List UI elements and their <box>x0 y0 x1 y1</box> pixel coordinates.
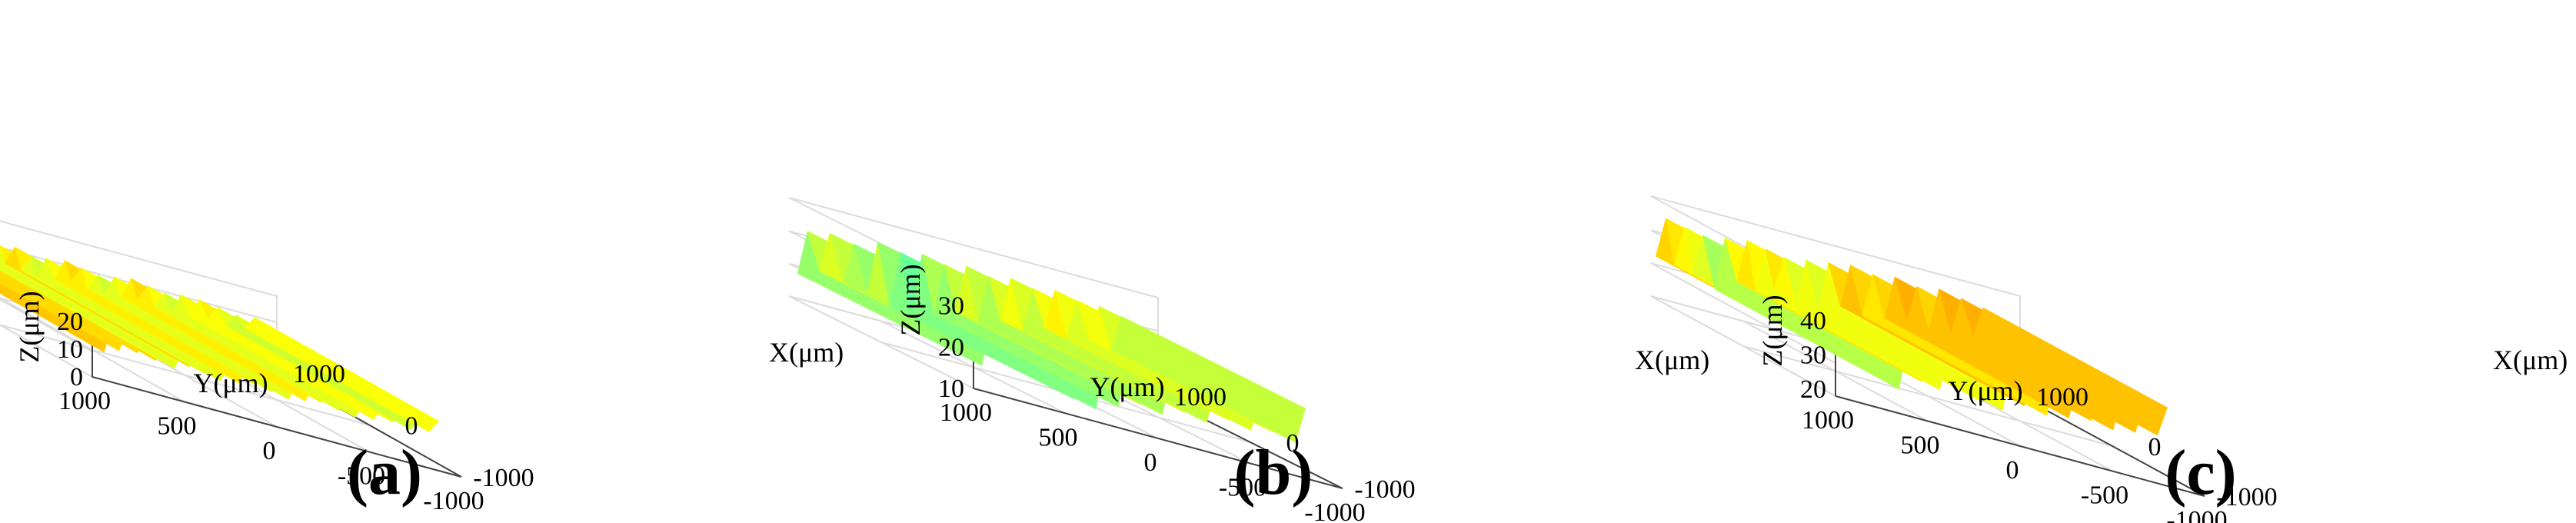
surface-strip-a <box>245 317 440 432</box>
y-tick-label: -1000 <box>423 487 484 515</box>
x-tick-label: 0 <box>2148 433 2162 461</box>
y-axis-line-c <box>1835 395 2205 497</box>
panel-b: 1000 500 0 -500 -1000 1000 0 -1000 30 20 10 X(μm) Y(… <box>788 0 1716 523</box>
y-tick-label: 0 <box>263 437 276 465</box>
z-axis-label-b: Z(μm) <box>895 264 926 335</box>
surface-c <box>1656 218 2168 436</box>
z-tick-label: 20 <box>938 333 964 361</box>
z-tick-label: 10 <box>57 335 83 364</box>
x-tick-label: 0 <box>1286 429 1300 458</box>
y-tick-label: 500 <box>1039 424 1078 452</box>
x-tick-label: -1000 <box>2216 483 2277 511</box>
surface-strip-b <box>1110 315 1306 443</box>
x-tick-label: -1000 <box>1354 475 1415 504</box>
panel-label-b: (b) <box>1233 437 1313 508</box>
y-tick-label: -1000 <box>1304 498 1365 523</box>
y-tick-label: -500 <box>2081 481 2128 510</box>
z-axis-label-c: Z(μm) <box>1757 295 1788 366</box>
y-tick-label: 500 <box>1901 431 1940 460</box>
y-axis-label-c: Y(μm) <box>1948 375 2022 406</box>
surface-a <box>0 245 440 432</box>
x-tick-label: 1000 <box>2036 383 2088 411</box>
panel-label-c: (c) <box>2165 437 2237 508</box>
y-axis-label-b: Y(μm) <box>1090 371 1164 402</box>
panel-a: 1000 500 0 -500 -1000 1000 0 -1000 20 10 0 X(μm) Y(μ… <box>0 0 858 523</box>
x-tick-label: 0 <box>405 412 418 441</box>
panel-label-a: (a) <box>347 437 422 508</box>
surface-plot-c: 1000 500 0 -500 -1000 1000 0 -1000 40 30 20 X(μm) Y(… <box>1650 195 2568 523</box>
x-axis-label-c: X(μm) <box>2493 345 2568 375</box>
y-axis-label-a: Y(μm) <box>193 368 268 398</box>
z-tick-label: 10 <box>938 375 964 403</box>
x-axis-line-c <box>2019 395 2205 497</box>
floor-gridline-x-c <box>1742 345 2113 447</box>
y-axis-line-b <box>973 388 1343 489</box>
z-tick-label: 20 <box>57 308 83 336</box>
surface-strip-c <box>1972 307 2168 436</box>
y-tick-label: 0 <box>1144 448 1157 477</box>
z-tick-label: 30 <box>938 292 964 321</box>
x-tick-label: -1000 <box>473 464 534 492</box>
y-axis-line-a <box>92 376 462 478</box>
z-tick-label: 0 <box>70 363 83 391</box>
y-tick-label: 500 <box>158 412 197 441</box>
surface-plot-a: 10005000-500-100010000-100020100X(μm)Y(μ… <box>0 220 844 515</box>
y-tick-label: 1000 <box>1802 406 1854 435</box>
y-tick-label: 1000 <box>58 387 111 415</box>
floor-gridline-x-a <box>0 324 370 426</box>
z-tick-label: 40 <box>1800 307 1826 335</box>
y-tick-label: -500 <box>338 462 385 491</box>
ticks-c: 1000 500 0 -500 -1000 1000 0 -1000 40 30 20 <box>1800 307 2278 523</box>
x-axis-label-b: X(μm) <box>1635 345 1709 375</box>
panel-c: 1000 500 0 -500 -1000 1000 0 -1000 40 30 20 X(μm) Y(… <box>1650 0 2574 523</box>
surface-b <box>797 231 1306 443</box>
y-tick-label: -1000 <box>2166 506 2227 523</box>
x-tick-label: 1000 <box>293 360 345 388</box>
x-tick-label: 1000 <box>1174 383 1226 411</box>
z-axis-label-a: Z(μm) <box>14 291 45 362</box>
surface-plot-b: 1000 500 0 -500 -1000 1000 0 -1000 30 20 10 X(μm) Y(… <box>788 197 1709 523</box>
z-tick-label: 20 <box>1800 375 1826 404</box>
y-tick-label: 0 <box>2006 456 2019 485</box>
y-tick-label: 1000 <box>940 398 992 427</box>
ticks-b: 1000 500 0 -500 -1000 1000 0 -1000 30 20 10 <box>938 292 1416 523</box>
y-tick-label: -500 <box>1219 474 1266 502</box>
x-axis-label-a: X(μm) <box>769 337 844 368</box>
z-tick-label: 30 <box>1800 341 1826 370</box>
